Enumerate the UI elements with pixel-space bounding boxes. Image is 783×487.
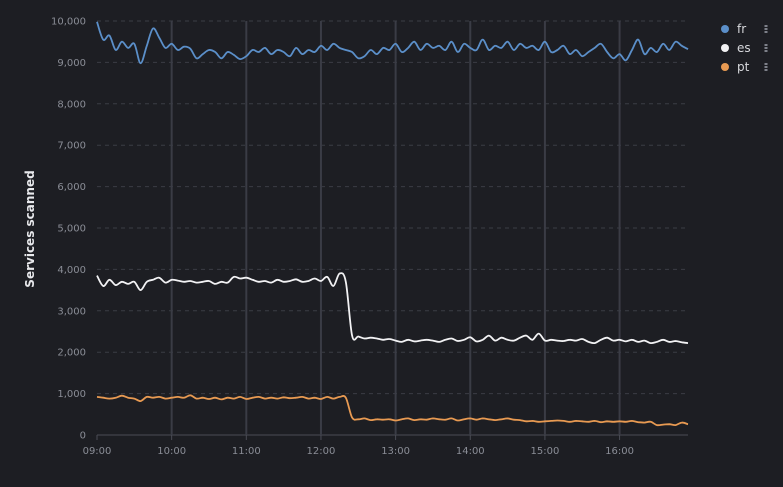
- y-axis-label: Services scanned: [23, 170, 37, 287]
- menu-dot: [764, 63, 768, 65]
- legend-menu-icon[interactable]: [764, 63, 768, 71]
- legend-menu-icon[interactable]: [764, 44, 768, 52]
- legend-item-es[interactable]: es: [721, 41, 768, 55]
- y-tick-label: 8,000: [57, 99, 86, 110]
- legend-menu-icon[interactable]: [764, 25, 768, 33]
- y-tick-label: 0: [80, 431, 86, 442]
- series-lines: [96, 21, 689, 427]
- x-tick-label: 12:00: [307, 446, 336, 457]
- x-tick-label: 15:00: [531, 446, 560, 457]
- y-tick-label: 9,000: [57, 58, 86, 69]
- x-tick-label: 09:00: [83, 446, 112, 457]
- x-tick-label: 14:00: [456, 446, 485, 457]
- legend[interactable]: fr es pt: [721, 22, 768, 74]
- y-tick-label: 3,000: [57, 306, 86, 317]
- menu-dot: [764, 44, 768, 46]
- x-axis-ticks: 09:00 10:00 11:00 12:00 13:00 14:00 15:00 16:00: [83, 435, 634, 457]
- menu-dot: [764, 25, 768, 27]
- y-tick-label: 7,000: [57, 141, 86, 152]
- legend-label: pt: [737, 60, 750, 74]
- series-line-fr: [96, 21, 689, 65]
- y-axis-ticks: 0 1,000 2,000 3,000 4,000 5,000 6,000 7,000 8,00…: [51, 17, 86, 442]
- y-tick-label: 2,000: [57, 348, 86, 359]
- menu-dot: [764, 31, 768, 33]
- legend-label: fr: [737, 22, 746, 36]
- grid: [97, 20, 688, 436]
- menu-dot: [764, 50, 768, 52]
- series-line-pt: [96, 394, 689, 427]
- series-line-es: [96, 272, 689, 345]
- menu-dot: [764, 28, 768, 30]
- x-tick-label: 11:00: [232, 446, 261, 457]
- y-tick-label: 5,000: [57, 224, 86, 235]
- legend-swatch: [721, 44, 729, 52]
- y-tick-label: 10,000: [51, 17, 86, 28]
- legend-label: es: [737, 41, 751, 55]
- menu-dot: [764, 47, 768, 49]
- x-tick-label: 10:00: [157, 446, 186, 457]
- legend-item-pt[interactable]: pt: [721, 60, 768, 74]
- legend-item-fr[interactable]: fr: [721, 22, 768, 36]
- x-tick-label: 16:00: [605, 446, 634, 457]
- legend-swatch: [721, 63, 729, 71]
- menu-dot: [764, 69, 768, 71]
- y-tick-label: 6,000: [57, 182, 86, 193]
- y-tick-label: 1,000: [57, 389, 86, 400]
- y-tick-label: 4,000: [57, 265, 86, 276]
- menu-dot: [764, 66, 768, 68]
- x-tick-label: 13:00: [381, 446, 410, 457]
- legend-swatch: [721, 25, 729, 33]
